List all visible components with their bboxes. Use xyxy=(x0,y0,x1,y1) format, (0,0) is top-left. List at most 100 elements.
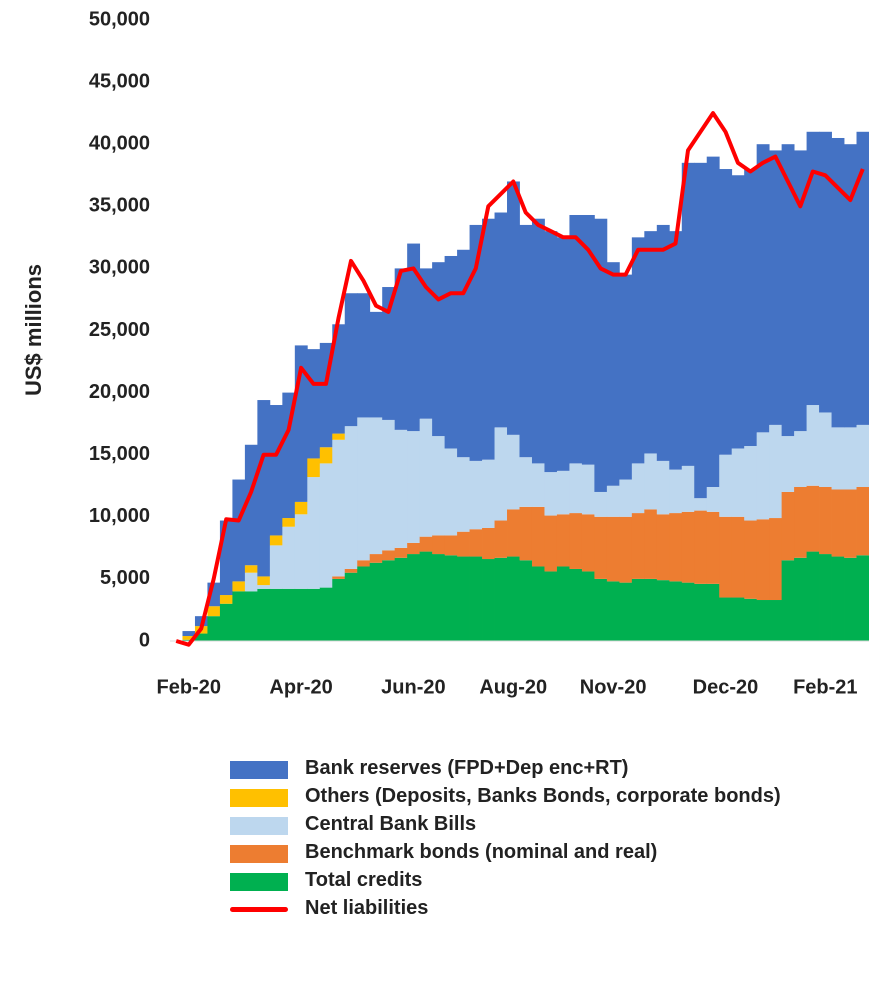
bar-segment xyxy=(419,418,433,537)
y-tick-label: 5,000 xyxy=(100,567,150,589)
bar-segment xyxy=(594,516,608,579)
bar-segment xyxy=(694,162,708,499)
bar-segment xyxy=(344,572,358,641)
bar-segment xyxy=(606,485,620,517)
bar-segment xyxy=(544,472,558,516)
y-tick-label: 15,000 xyxy=(89,443,150,465)
bar-segment xyxy=(507,434,520,510)
legend-swatch xyxy=(230,789,288,807)
bar-segment xyxy=(631,237,645,464)
bar-segment xyxy=(656,224,670,461)
bar-segment xyxy=(507,556,520,641)
bar-segment xyxy=(432,262,446,437)
y-tick-label: 10,000 xyxy=(89,505,150,527)
legend-label: Bank reserves (FPD+Dep enc+RT) xyxy=(305,757,629,779)
bar-segment xyxy=(819,486,832,555)
bar-segment xyxy=(744,520,758,599)
x-tick-label: Feb-20 xyxy=(156,676,220,698)
bar-segment xyxy=(631,463,645,514)
bar-segment xyxy=(756,432,770,520)
bar-segment xyxy=(794,150,807,432)
bar-segment xyxy=(856,555,869,641)
bar-segment xyxy=(307,588,321,641)
bar-segment xyxy=(207,616,221,641)
bar-segment xyxy=(556,566,570,641)
bar-segment xyxy=(719,169,733,455)
bar-segment xyxy=(219,603,233,641)
bar-segment xyxy=(519,506,533,561)
bar-segment xyxy=(282,392,296,519)
bar-segment xyxy=(432,554,446,641)
bar-segment xyxy=(606,262,620,486)
x-tick-label: Feb-21 xyxy=(793,676,857,698)
bar-segment xyxy=(831,427,845,490)
bar-segment xyxy=(519,457,533,507)
bar-segment xyxy=(344,426,358,569)
bar-segment xyxy=(681,511,695,583)
y-tick-label: 30,000 xyxy=(89,257,150,279)
legend-swatch xyxy=(230,761,288,779)
bar-segment xyxy=(619,479,633,517)
bar-segment xyxy=(394,547,408,558)
x-tick-label: Apr-20 xyxy=(269,676,332,698)
x-tick-label: Dec-20 xyxy=(693,676,759,698)
bar-segment xyxy=(806,405,820,486)
bar-segment xyxy=(819,131,832,413)
bar-segment xyxy=(719,597,733,641)
bar-segment xyxy=(444,535,458,556)
bar-segment xyxy=(482,459,495,528)
bar-segment xyxy=(482,218,495,460)
bar-segment xyxy=(394,557,408,641)
bar-segment xyxy=(644,578,658,641)
bar-segment xyxy=(756,519,770,601)
bar-segment xyxy=(182,636,196,640)
bar-segment xyxy=(669,513,683,582)
bar-segment xyxy=(469,224,483,461)
bar-segment xyxy=(407,243,421,432)
bar-segment xyxy=(731,516,745,598)
bar-segment xyxy=(469,556,483,641)
bar-segment xyxy=(556,514,570,567)
bar-segment xyxy=(731,448,745,517)
legend-label: Central Bank Bills xyxy=(305,813,477,835)
bar-segment xyxy=(531,506,545,567)
bar-segment xyxy=(369,311,383,418)
bar-segment xyxy=(407,542,421,555)
bar-segment xyxy=(257,576,271,586)
bar-segment xyxy=(756,144,770,433)
bar-segment xyxy=(444,555,458,641)
legend-item: Benchmark bonds (nominal and real) xyxy=(230,839,850,865)
bar-segment xyxy=(531,463,545,507)
bar-segment xyxy=(694,510,708,584)
x-tick-label: Jun-20 xyxy=(381,676,445,698)
bar-segment xyxy=(669,231,683,470)
bar-segment xyxy=(232,479,246,582)
bar-segment xyxy=(656,514,670,581)
bar-segment xyxy=(581,214,595,465)
bar-segment xyxy=(344,568,358,573)
bar-segment xyxy=(794,557,807,641)
bar-segment xyxy=(269,545,283,589)
bar-segment xyxy=(806,551,820,641)
bar-segment xyxy=(769,424,783,519)
x-tick-label: Aug-20 xyxy=(479,676,547,698)
bar-segment xyxy=(457,249,470,458)
bar-segment xyxy=(307,349,321,459)
bar-segment xyxy=(244,591,258,641)
bar-segment xyxy=(357,417,371,561)
bar-segment xyxy=(407,431,421,543)
bar-segment xyxy=(482,559,495,641)
bar-segment xyxy=(319,463,333,588)
bar-segment xyxy=(619,516,633,583)
bar-segment xyxy=(494,212,508,428)
bar-segment xyxy=(307,477,321,589)
bar-segment xyxy=(369,417,383,555)
bar-segment xyxy=(457,531,470,557)
bar-segment xyxy=(544,571,558,641)
bar-segment xyxy=(719,516,733,598)
bar-segment xyxy=(232,591,246,641)
bar-segment xyxy=(419,536,433,552)
bar-segment xyxy=(307,458,321,478)
bar-segment xyxy=(282,526,296,589)
